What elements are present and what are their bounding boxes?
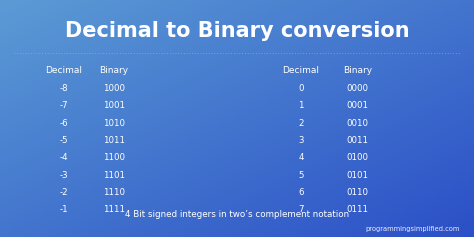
- Text: 0000: 0000: [347, 84, 369, 93]
- Text: 0001: 0001: [347, 101, 369, 110]
- Text: -1: -1: [60, 205, 68, 214]
- Text: 3: 3: [298, 136, 304, 145]
- Text: -5: -5: [60, 136, 68, 145]
- Text: Decimal: Decimal: [46, 66, 82, 75]
- Text: 1: 1: [298, 101, 304, 110]
- Text: Decimal to Binary conversion: Decimal to Binary conversion: [64, 21, 410, 41]
- Text: 0: 0: [298, 84, 304, 93]
- Text: 1010: 1010: [103, 119, 125, 128]
- Text: 0010: 0010: [347, 119, 369, 128]
- Text: -2: -2: [60, 188, 68, 197]
- Text: 1001: 1001: [103, 101, 125, 110]
- Text: -3: -3: [60, 171, 68, 180]
- Text: 1100: 1100: [103, 153, 125, 162]
- Text: Binary: Binary: [99, 66, 128, 75]
- Text: 7: 7: [298, 205, 304, 214]
- Text: 1110: 1110: [103, 188, 125, 197]
- Text: 0101: 0101: [347, 171, 369, 180]
- Text: Binary: Binary: [343, 66, 373, 75]
- Text: Decimal: Decimal: [283, 66, 319, 75]
- Text: -7: -7: [60, 101, 68, 110]
- Text: -6: -6: [60, 119, 68, 128]
- Text: 0100: 0100: [347, 153, 369, 162]
- Text: 1101: 1101: [103, 171, 125, 180]
- Text: 1111: 1111: [103, 205, 125, 214]
- Text: -8: -8: [60, 84, 68, 93]
- Text: -4: -4: [60, 153, 68, 162]
- Text: 0110: 0110: [347, 188, 369, 197]
- Text: programmingsimplified.com: programmingsimplified.com: [365, 226, 460, 232]
- Text: 0111: 0111: [347, 205, 369, 214]
- Text: 1000: 1000: [103, 84, 125, 93]
- Text: 6: 6: [298, 188, 304, 197]
- Text: 4: 4: [298, 153, 304, 162]
- Text: 0011: 0011: [347, 136, 369, 145]
- Text: 1011: 1011: [103, 136, 125, 145]
- Text: 5: 5: [298, 171, 304, 180]
- Text: 4 Bit signed integers in two’s complement notation: 4 Bit signed integers in two’s complemen…: [125, 210, 349, 219]
- Text: 2: 2: [298, 119, 304, 128]
